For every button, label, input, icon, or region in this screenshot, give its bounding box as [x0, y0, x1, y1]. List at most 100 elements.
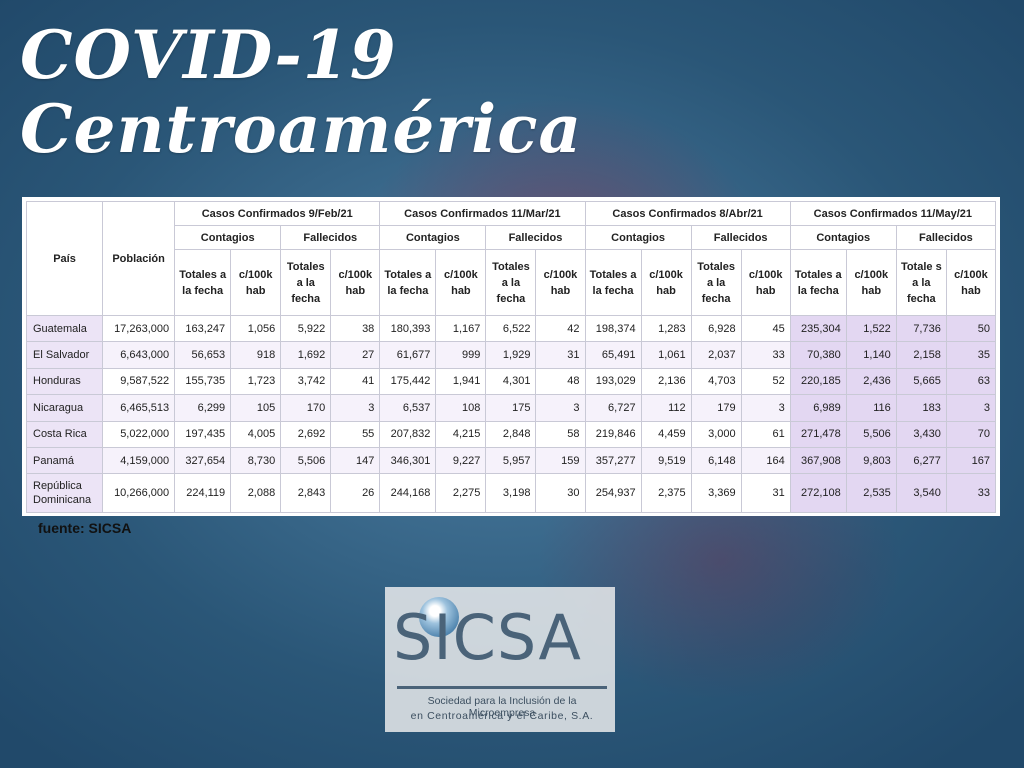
value-cell: 50	[945, 314, 997, 343]
value-cell: 33	[945, 473, 997, 513]
value-cell: 48	[535, 367, 586, 396]
value-cell: 175	[485, 394, 537, 422]
value-cell: 1,140	[845, 341, 897, 369]
value-cell: 219,846	[584, 420, 642, 448]
value-cell: 30	[535, 473, 586, 513]
value-cell: 1,941	[435, 367, 487, 396]
population-cell: 10,266,000	[102, 473, 176, 513]
value-cell: 367,908	[789, 446, 847, 475]
value-cell: 35	[945, 341, 997, 369]
value-cell: 1,283	[640, 314, 692, 343]
value-cell: 183	[895, 394, 947, 422]
value-cell: 2,088	[230, 473, 282, 513]
value-cell: 61,677	[379, 341, 437, 369]
value-cell: 42	[535, 314, 586, 343]
value-cell: 4,301	[485, 367, 537, 396]
header-period-3: Casos Confirmados 8/Abr/21	[584, 201, 791, 226]
value-cell: 155,735	[174, 367, 232, 396]
value-cell: 9,227	[435, 446, 487, 475]
value-cell: 2,275	[435, 473, 487, 513]
value-cell: 4,215	[435, 420, 487, 448]
header-totales: Totales a la fecha	[280, 249, 332, 316]
header-totales: Totales a la fecha	[174, 249, 232, 316]
value-cell: 918	[230, 341, 282, 369]
value-cell: 65,491	[584, 341, 642, 369]
header-fallecidos: Fallecidos	[280, 225, 381, 250]
value-cell: 58	[535, 420, 586, 448]
value-cell: 2,136	[640, 367, 692, 396]
value-cell: 3	[945, 394, 997, 422]
population-cell: 17,263,000	[102, 314, 176, 343]
table-row: El Salvador 6,643,000 56,653 918 1,692 27 61,6…	[25, 341, 997, 369]
value-cell: 31	[740, 473, 791, 513]
value-cell: 31	[535, 341, 586, 369]
value-cell: 1,929	[485, 341, 537, 369]
value-cell: 159	[535, 446, 586, 475]
value-cell: 7,736	[895, 314, 947, 343]
value-cell: 5,922	[280, 314, 332, 343]
logo-tagline-1: Sociedad para la Inclusión de la Microem…	[427, 695, 577, 719]
value-cell: 9,803	[845, 446, 897, 475]
population-cell: 4,159,000	[102, 446, 176, 475]
value-cell: 108	[435, 394, 487, 422]
value-cell: 3,430	[895, 420, 947, 448]
value-cell: 163,247	[174, 314, 232, 343]
value-cell: 197,435	[174, 420, 232, 448]
value-cell: 147	[330, 446, 381, 475]
value-cell: 3,540	[895, 473, 947, 513]
country-cell: República Dominicana	[25, 473, 104, 513]
value-cell: 105	[230, 394, 282, 422]
value-cell: 6,277	[895, 446, 947, 475]
value-cell: 2,375	[640, 473, 692, 513]
value-cell: 26	[330, 473, 381, 513]
value-cell: 116	[845, 394, 897, 422]
table-row: Honduras 9,587,522 155,735 1,723 3,742 41 175,…	[25, 367, 997, 396]
value-cell: 9,519	[640, 446, 692, 475]
value-cell: 6,727	[584, 394, 642, 422]
value-cell: 3,742	[280, 367, 332, 396]
value-cell: 27	[330, 341, 381, 369]
value-cell: 1,692	[280, 341, 332, 369]
value-cell: 2,436	[845, 367, 897, 396]
header-rate: c/100k hab	[435, 249, 487, 316]
population-cell: 6,465,513	[102, 394, 176, 422]
value-cell: 5,957	[485, 446, 537, 475]
value-cell: 1,723	[230, 367, 282, 396]
value-cell: 45	[740, 314, 791, 343]
value-cell: 235,304	[789, 314, 847, 343]
value-cell: 999	[435, 341, 487, 369]
value-cell: 70	[945, 420, 997, 448]
table-row: Nicaragua 6,465,513 6,299 105 170 3 6,537 108 17…	[25, 394, 997, 422]
value-cell: 4,005	[230, 420, 282, 448]
header-totales: Totales a la fecha	[690, 249, 742, 316]
header-rate: c/100k hab	[845, 249, 897, 316]
value-cell: 56,653	[174, 341, 232, 369]
header-totales: Totale s a la fecha	[895, 249, 947, 316]
value-cell: 244,168	[379, 473, 437, 513]
value-cell: 3	[535, 394, 586, 422]
value-cell: 4,703	[690, 367, 742, 396]
header-pais: País	[25, 201, 104, 316]
value-cell: 327,654	[174, 446, 232, 475]
value-cell: 3	[740, 394, 791, 422]
value-cell: 207,832	[379, 420, 437, 448]
header-poblacion: Población	[102, 201, 176, 316]
value-cell: 5,665	[895, 367, 947, 396]
value-cell: 2,037	[690, 341, 742, 369]
header-contagios: Contagios	[379, 225, 487, 250]
value-cell: 193,029	[584, 367, 642, 396]
page-title-line2: Centroamérica	[20, 90, 583, 168]
country-cell: Guatemala	[25, 314, 104, 343]
value-cell: 2,535	[845, 473, 897, 513]
country-cell: Panamá	[25, 446, 104, 475]
country-cell: Costa Rica	[25, 420, 104, 448]
value-cell: 5,506	[845, 420, 897, 448]
value-cell: 3,198	[485, 473, 537, 513]
value-cell: 3,369	[690, 473, 742, 513]
value-cell: 55	[330, 420, 381, 448]
header-rate: c/100k hab	[945, 249, 997, 316]
table-row: Costa Rica 5,022,000 197,435 4,005 2,692 55 20…	[25, 420, 997, 448]
header-rate: c/100k hab	[330, 249, 381, 316]
value-cell: 2,843	[280, 473, 332, 513]
value-cell: 70,380	[789, 341, 847, 369]
